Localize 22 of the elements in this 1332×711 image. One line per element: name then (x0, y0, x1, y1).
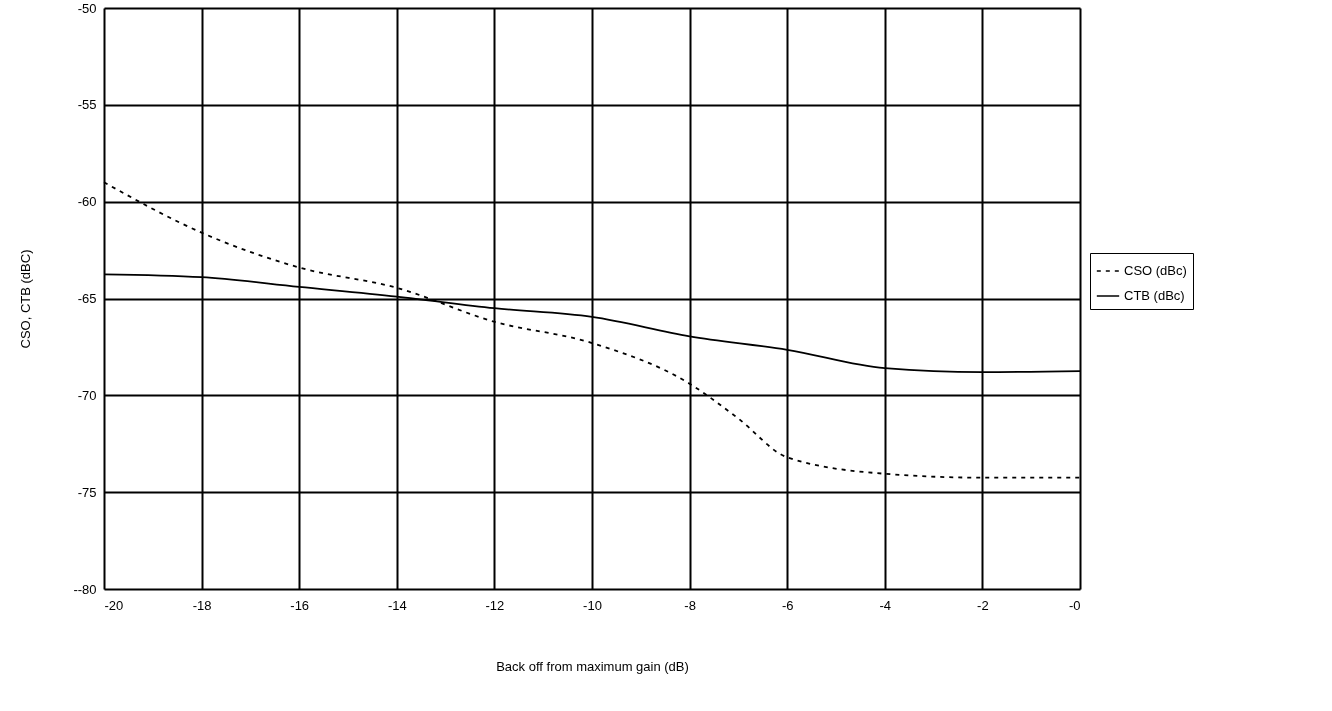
y-tick-label: -55 (77, 97, 97, 113)
legend-label: CSO (dBc) (1124, 263, 1187, 278)
x-tick-label: -10 (583, 597, 602, 613)
x-tick-label: -2 (977, 597, 989, 613)
y-tick-label: --80 (73, 581, 97, 597)
y-tick-label: -65 (77, 291, 97, 306)
x-tick-label: -8 (684, 597, 696, 613)
x-tick-label: -0 (1068, 597, 1081, 613)
y-tick-label: -75 (77, 484, 97, 500)
x-tick-label: -16 (290, 597, 310, 613)
x-tick-label: -12 (485, 597, 505, 613)
x-tick-label: -20 (104, 597, 124, 613)
x-tick-label: -4 (879, 597, 892, 613)
y-tick-label: -50 (77, 0, 97, 16)
x-tick-label: -18 (192, 597, 212, 613)
y-axis-title: CSO, CTB (dBC) (18, 249, 34, 349)
y-tick-label: -70 (77, 387, 97, 403)
x-tick-label: -6 (781, 597, 794, 613)
x-tick-label: -14 (387, 597, 407, 613)
x-axis-title: Back off from maximum gain (dB) (496, 658, 689, 674)
legend-label: CTB (dBc) (1124, 288, 1185, 303)
y-tick-label: -60 (77, 194, 97, 210)
